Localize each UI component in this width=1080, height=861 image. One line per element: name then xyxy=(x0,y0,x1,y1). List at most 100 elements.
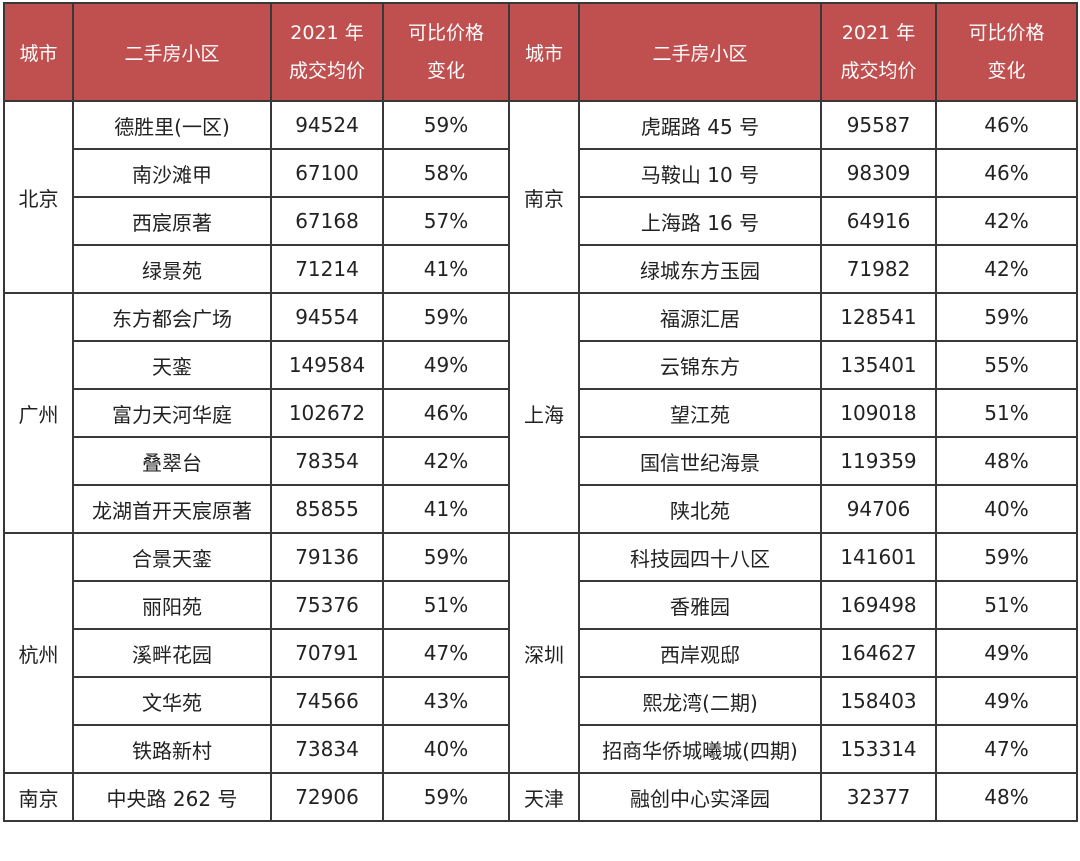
change-cell: 46% xyxy=(382,388,510,438)
community-cell: 云锦东方 xyxy=(578,340,822,390)
change-cell: 51% xyxy=(382,580,510,630)
community-cell: 上海路 16 号 xyxy=(578,196,822,246)
header-price-left-line2: 成交均价 xyxy=(288,60,365,82)
community-cell: 绿城东方玉园 xyxy=(578,244,822,294)
table-row: 北京 德胜里(一区) 94524 59% 南京 虎踞路 45 号 95587 4… xyxy=(3,100,1078,294)
price-cell: 67100 xyxy=(270,148,384,198)
change-cell: 49% xyxy=(935,676,1078,726)
table-row: 文华苑 74566 43% 熙龙湾(二期) 158403 49% xyxy=(4,676,1078,726)
change-cell: 51% xyxy=(935,388,1078,438)
table-row: 丽阳苑 75376 51% 香雅园 169498 51% xyxy=(4,580,1078,630)
header-change-right: 可比价格 变化 xyxy=(935,2,1078,102)
price-cell: 70791 xyxy=(270,628,384,678)
price-cell: 153314 xyxy=(820,724,937,774)
price-cell: 158403 xyxy=(820,676,937,726)
header-price-right-line1: 2021 年 xyxy=(841,22,916,44)
community-cell: 中央路 262 号 xyxy=(72,772,272,822)
header-city-right: 城市 xyxy=(508,2,580,102)
price-cell: 71982 xyxy=(820,244,937,294)
price-cell: 32377 xyxy=(820,772,937,822)
community-cell: 熙龙湾(二期) xyxy=(578,676,822,726)
table-row: 富力天河华庭 102672 46% 望江苑 109018 51% xyxy=(4,388,1078,438)
header-change-left: 可比价格 变化 xyxy=(382,2,510,102)
community-cell: 望江苑 xyxy=(578,388,822,438)
change-cell: 55% xyxy=(935,340,1078,390)
change-cell: 40% xyxy=(935,484,1078,534)
change-cell: 47% xyxy=(935,724,1078,774)
community-cell: 绿景苑 xyxy=(72,244,272,294)
price-cell: 149584 xyxy=(270,340,384,390)
change-cell: 47% xyxy=(382,628,510,678)
table-row: 溪畔花园 70791 47% 西岸观邸 164627 49% xyxy=(4,628,1078,678)
community-cell: 科技园四十八区 xyxy=(578,532,822,582)
city-cell-nanjing-right: 南京 xyxy=(508,100,580,294)
table-body: 北京 德胜里(一区) 94524 59% 南京 虎踞路 45 号 95587 4… xyxy=(3,100,1078,822)
price-cell: 102672 xyxy=(270,388,384,438)
price-cell: 128541 xyxy=(820,292,937,342)
change-cell: 40% xyxy=(382,724,510,774)
change-cell: 51% xyxy=(935,580,1078,630)
community-cell: 东方都会广场 xyxy=(72,292,272,342)
table-row: 天銮 149584 49% 云锦东方 135401 55% xyxy=(4,340,1078,390)
community-cell: 南沙滩甲 xyxy=(72,148,272,198)
price-cell: 169498 xyxy=(820,580,937,630)
price-cell: 141601 xyxy=(820,532,937,582)
header-price-right: 2021 年 成交均价 xyxy=(820,2,937,102)
table-row: 杭州 合景天銮 79136 59% 深圳 科技园四十八区 141601 59% xyxy=(3,532,1078,774)
community-cell: 虎踞路 45 号 xyxy=(578,100,822,150)
table-row: 南沙滩甲 67100 58% 马鞍山 10 号 98309 46% xyxy=(4,148,1078,198)
city-cell-guangzhou: 广州 xyxy=(3,292,74,534)
community-cell: 富力天河华庭 xyxy=(72,388,272,438)
price-cell: 95587 xyxy=(820,100,937,150)
change-cell: 59% xyxy=(382,100,510,150)
change-cell: 42% xyxy=(382,436,510,486)
housing-price-table: 城市 二手房小区 2021 年 成交均价 可比价格 变化 城市 二手房小区 20… xyxy=(3,2,1078,822)
community-cell: 德胜里(一区) xyxy=(72,100,272,150)
header-change-right-line2: 变化 xyxy=(987,60,1026,82)
change-cell: 46% xyxy=(935,148,1078,198)
change-cell: 41% xyxy=(382,484,510,534)
city-cell-shanghai: 上海 xyxy=(508,292,580,534)
change-cell: 42% xyxy=(935,196,1078,246)
header-change-right-line1: 可比价格 xyxy=(968,22,1045,44)
price-cell: 78354 xyxy=(270,436,384,486)
change-cell: 48% xyxy=(935,436,1078,486)
header-community-left: 二手房小区 xyxy=(72,2,272,102)
header-price-right-line2: 成交均价 xyxy=(840,60,917,82)
price-cell: 74566 xyxy=(270,676,384,726)
price-cell: 67168 xyxy=(270,196,384,246)
community-cell: 文华苑 xyxy=(72,676,272,726)
price-cell: 94706 xyxy=(820,484,937,534)
change-cell: 59% xyxy=(382,532,510,582)
change-cell: 41% xyxy=(382,244,510,294)
community-cell: 丽阳苑 xyxy=(72,580,272,630)
community-cell: 天銮 xyxy=(72,340,272,390)
table-row: 南京 中央路 262 号 72906 59% 天津 融创中心实泽园 32377 … xyxy=(3,772,1078,822)
city-cell-beijing: 北京 xyxy=(3,100,74,294)
price-cell: 72906 xyxy=(270,772,384,822)
table-row: 铁路新村 73834 40% 招商华侨城曦城(四期) 153314 47% xyxy=(4,724,1078,774)
change-cell: 59% xyxy=(935,292,1078,342)
community-cell: 叠翠台 xyxy=(72,436,272,486)
header-row: 城市 二手房小区 2021 年 成交均价 可比价格 变化 城市 二手房小区 20… xyxy=(3,2,1078,102)
change-cell: 48% xyxy=(935,772,1078,822)
price-cell: 64916 xyxy=(820,196,937,246)
community-cell: 铁路新村 xyxy=(72,724,272,774)
change-cell: 42% xyxy=(935,244,1078,294)
community-cell: 西岸观邸 xyxy=(578,628,822,678)
header-change-left-line2: 变化 xyxy=(426,60,465,82)
price-cell: 135401 xyxy=(820,340,937,390)
change-cell: 59% xyxy=(382,292,510,342)
price-cell: 71214 xyxy=(270,244,384,294)
city-cell-tianjin: 天津 xyxy=(508,772,580,822)
community-cell: 陕北苑 xyxy=(578,484,822,534)
community-cell: 龙湖首开天宸原著 xyxy=(72,484,272,534)
community-cell: 国信世纪海景 xyxy=(578,436,822,486)
community-cell: 溪畔花园 xyxy=(72,628,272,678)
change-cell: 46% xyxy=(935,100,1078,150)
header-community-right: 二手房小区 xyxy=(578,2,822,102)
price-cell: 164627 xyxy=(820,628,937,678)
community-cell: 融创中心实泽园 xyxy=(578,772,822,822)
table-row: 绿景苑 71214 41% 绿城东方玉园 71982 42% xyxy=(4,244,1078,294)
header-price-left-line1: 2021 年 xyxy=(290,22,364,44)
